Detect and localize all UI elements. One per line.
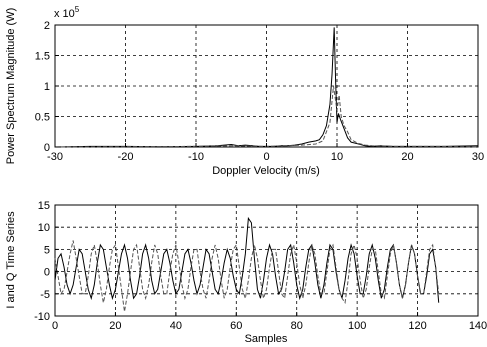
timeseries-x-tick-label: 80 (291, 320, 303, 332)
timeseries-y-label: I and Q Time Series (5, 211, 17, 309)
timeseries-y-tick-label: -10 (34, 311, 50, 323)
spectrum-y-tick-label: 2 (44, 20, 50, 32)
timeseries-series-dashed-line (54, 240, 440, 312)
timeseries-y-tick-label: -5 (40, 289, 50, 301)
spectrum-y-label: Power Spectrum Magnitude (W) (5, 8, 17, 165)
spectrum-y-exponent: x 105 (54, 5, 80, 20)
timeseries-x-tick-label: 140 (469, 320, 487, 332)
timeseries-x-tick-label: 100 (348, 320, 366, 332)
spectrum-panel: -30 -20 -10 0 10 20 30 0 0.5 1 1.5 2 Doppler Veloc… (5, 5, 484, 177)
timeseries-series (54, 216, 440, 312)
spectrum-y-tick-label: 0.5 (35, 112, 50, 124)
timeseries-y-tick-label: 0 (44, 267, 50, 279)
spectrum-x-tick-label: 0 (263, 151, 269, 163)
spectrum-x-ticks: -30 -20 -10 0 10 20 30 (47, 143, 484, 163)
spectrum-x-tick-label: 30 (472, 151, 484, 163)
spectrum-y-ticks: 0 0.5 1 1.5 2 (35, 20, 59, 154)
spectrum-series-dashed-line (54, 85, 479, 148)
timeseries-x-tick-label: 0 (52, 320, 58, 332)
timeseries-x-tick-label: 40 (170, 320, 182, 332)
timeseries-y-ticks: -10 -5 0 5 10 15 (34, 200, 59, 323)
timeseries-y-tick-label: 5 (44, 244, 50, 256)
spectrum-x-tick-label: -10 (188, 151, 204, 163)
timeseries-x-tick-label: 120 (408, 320, 426, 332)
timeseries-panel: 0 20 40 60 80 100 120 140 -10 -5 0 5 10 15 Samples I… (5, 200, 487, 345)
spectrum-x-tick-label: 20 (401, 151, 413, 163)
spectrum-series (54, 27, 479, 148)
spectrum-y-tick-label: 1.5 (35, 51, 50, 63)
spectrum-x-label: Doppler Velocity (m/s) (212, 165, 320, 177)
timeseries-x-tick-label: 60 (230, 320, 242, 332)
spectrum-y-tick-label: 0 (44, 142, 50, 154)
timeseries-x-ticks: 0 20 40 60 80 100 120 140 (52, 312, 487, 332)
spectrum-grid (55, 25, 478, 147)
spectrum-x-tick-label: -30 (47, 151, 63, 163)
spectrum-x-tick-label: 10 (331, 151, 343, 163)
timeseries-x-tick-label: 20 (109, 320, 121, 332)
timeseries-x-label: Samples (245, 333, 288, 345)
spectrum-series-solid-line (54, 27, 479, 148)
spectrum-x-tick-label: -20 (118, 151, 134, 163)
spectrum-y-tick-label: 1 (44, 81, 50, 93)
timeseries-y-tick-label: 15 (38, 200, 50, 212)
timeseries-y-tick-label: 10 (38, 222, 50, 234)
